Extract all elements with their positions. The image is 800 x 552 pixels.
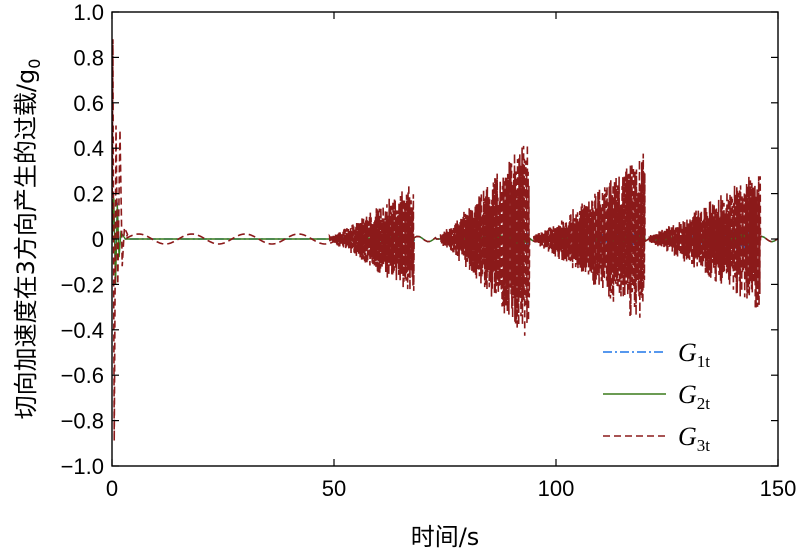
x-tick-label: 150 [760, 476, 797, 501]
legend: G1t G2t G3t [603, 338, 710, 455]
y-axis-title: 切向加速度在3方向产生的过载/g0 [12, 59, 44, 420]
y-axis-title-sub: 0 [25, 59, 44, 69]
x-tick-label: 0 [106, 476, 118, 501]
series-line-3 [112, 39, 778, 442]
legend-label-3: G3t [678, 422, 710, 455]
y-tick-label: −0.6 [61, 363, 104, 388]
y-tick-label: 0.4 [73, 136, 104, 161]
y-tick-label: 0.8 [73, 45, 104, 70]
y-tick-label: 0.6 [73, 91, 104, 116]
y-tick-label: −1.0 [61, 454, 104, 479]
legend-label-2: G2t [678, 380, 710, 413]
y-axis-title-main: 切向加速度在3方向产生的过载/g [12, 69, 40, 420]
x-tick-label: 100 [538, 476, 575, 501]
x-axis-title: 时间/s [411, 523, 480, 551]
y-tick-label: 0.2 [73, 182, 104, 207]
y-tick-label: 0 [92, 227, 104, 252]
ticks-layer: 0 50 100 150 1.0 0.8 0.6 0.4 0.2 0 −0.2 −0.4 −0.6 −0.… [61, 0, 797, 501]
y-tick-label: −0.8 [61, 409, 104, 434]
y-tick-label: −0.4 [61, 318, 104, 343]
y-tick-label: −0.2 [61, 272, 104, 297]
legend-label-1: G1t [678, 338, 710, 371]
y-tick-label: 1.0 [73, 0, 104, 25]
series-layer [112, 39, 778, 442]
x-tick-label: 50 [322, 476, 346, 501]
